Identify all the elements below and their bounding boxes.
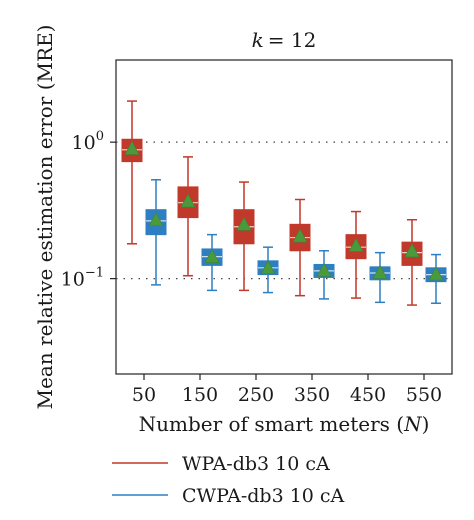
x-axis-label-close: ) (422, 412, 430, 436)
box-wpa-550 (401, 219, 423, 306)
mean-marker (236, 216, 252, 231)
y-tick-label: 10−1 (61, 266, 104, 291)
x-tick-label: 150 (182, 384, 218, 406)
legend: WPA-db3 10 cA CWPA-db3 10 cA (112, 453, 345, 507)
mean-marker (372, 264, 388, 279)
box-series (121, 100, 447, 306)
mean-marker (316, 262, 332, 277)
x-tick-label: 450 (350, 384, 386, 406)
box-cwpa-450 (369, 251, 391, 304)
mean-marker (124, 140, 140, 155)
box-wpa-350 (289, 198, 311, 297)
box-wpa-250 (233, 181, 255, 292)
mean-marker (348, 237, 364, 252)
y-tick-base: 10 (61, 269, 85, 291)
x-axis-ticks: 50 150 250 350 450 550 (132, 374, 442, 406)
x-axis-label-variable: N (403, 412, 423, 436)
mean-marker (292, 228, 308, 243)
x-tick-label: 50 (132, 384, 156, 406)
x-tick-label: 250 (238, 384, 274, 406)
y-axis-label: Mean relative estimation error (MRE) (33, 25, 57, 410)
box-cwpa-150 (201, 233, 223, 292)
mean-marker (180, 193, 196, 208)
y-tick-exponent: 0 (96, 129, 104, 144)
y-tick-exponent: −1 (85, 266, 104, 281)
box-wpa-50 (121, 100, 143, 245)
title-value: = 12 (268, 28, 317, 52)
legend-label-cwpa: CWPA-db3 10 cA (182, 485, 345, 507)
x-tick-label: 550 (406, 384, 442, 406)
x-axis-label-text: Number of smart meters ( (139, 412, 404, 436)
plot-frame (115, 59, 453, 375)
box-cwpa-250 (257, 246, 279, 294)
mean-marker (148, 212, 164, 227)
mean-marker (404, 243, 420, 258)
x-tick-label: 350 (294, 384, 330, 406)
y-tick-label: 100 (72, 129, 104, 154)
y-tick-base: 10 (72, 132, 96, 154)
x-axis-label: Number of smart meters (N) (139, 412, 430, 436)
title-variable: k (252, 28, 264, 52)
mean-marker (204, 248, 220, 263)
box-wpa-450 (345, 210, 367, 299)
box-cwpa-550 (425, 253, 447, 304)
mean-marker (428, 266, 444, 281)
box-cwpa-50 (145, 179, 167, 286)
box-wpa-150 (177, 156, 199, 277)
chart-title: k = 12 (252, 28, 317, 52)
box-cwpa-350 (313, 250, 335, 300)
mean-marker (260, 260, 276, 275)
legend-label-wpa: WPA-db3 10 cA (182, 453, 330, 475)
